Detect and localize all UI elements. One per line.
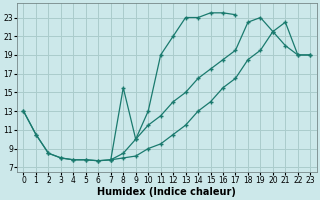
- X-axis label: Humidex (Indice chaleur): Humidex (Indice chaleur): [98, 187, 236, 197]
